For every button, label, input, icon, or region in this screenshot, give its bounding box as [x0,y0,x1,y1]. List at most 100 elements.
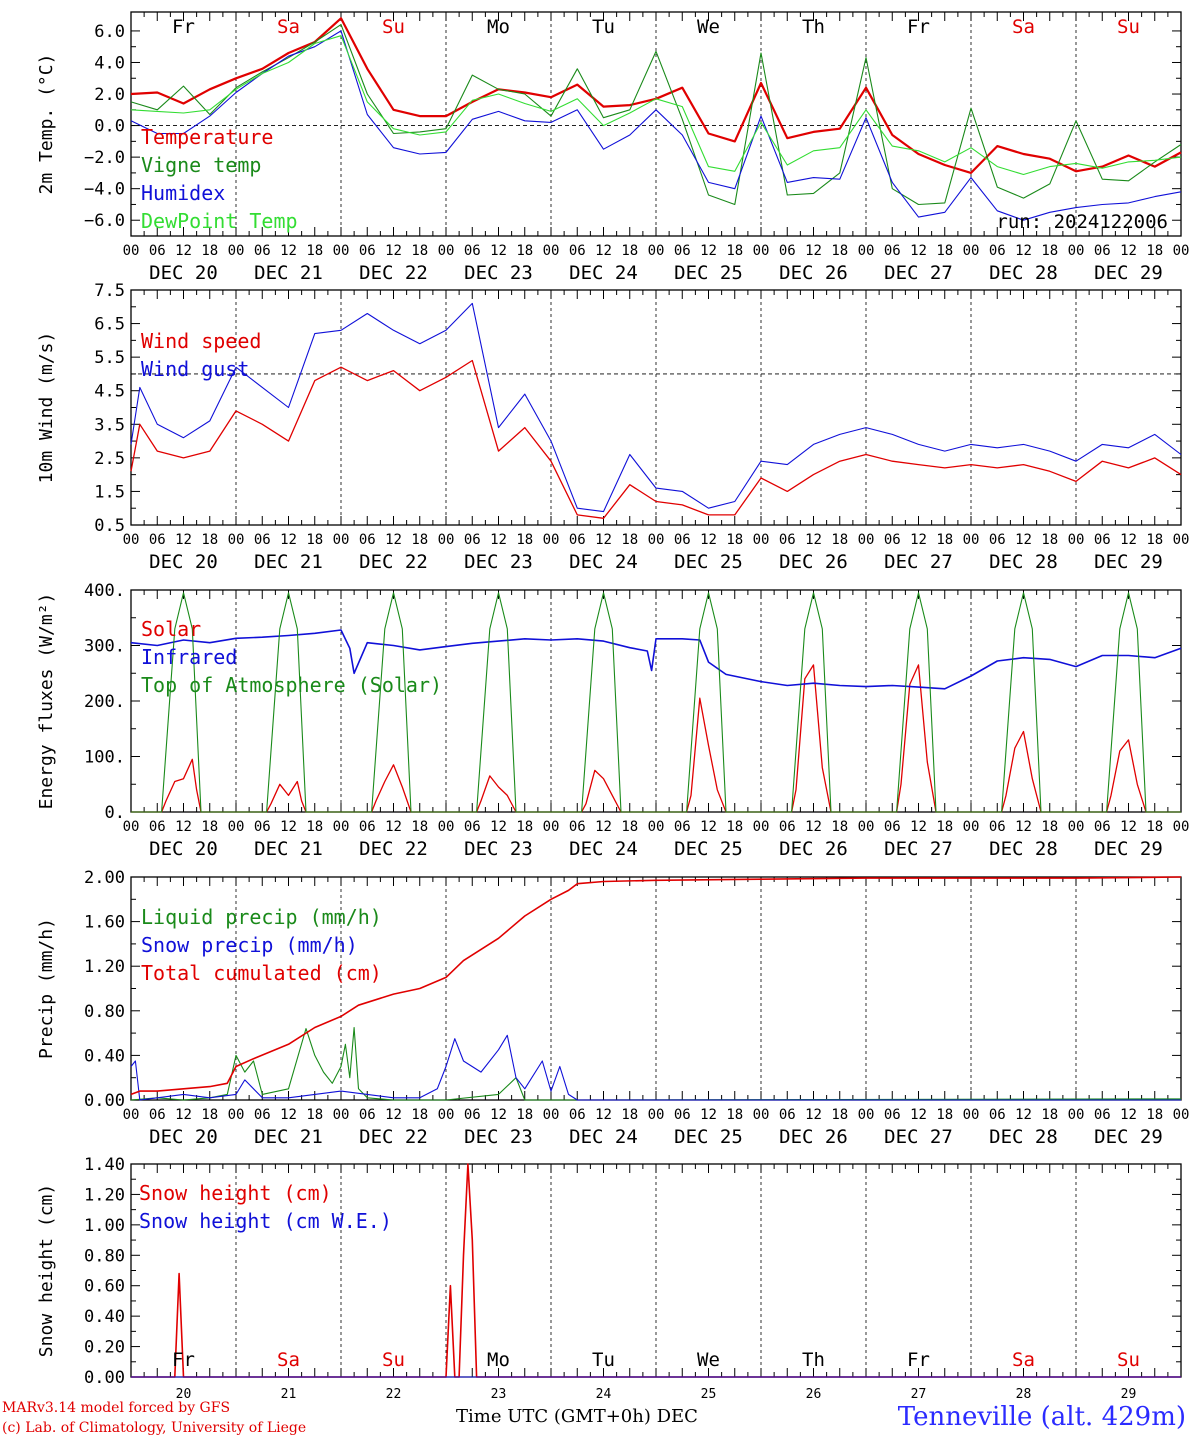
date-label: DEC 29 [1094,262,1163,284]
date-label: DEC 27 [884,551,953,573]
y-tick-label: 100. [84,748,125,768]
hour-tick-label: 12 [595,1107,612,1123]
date-label: DEC 21 [254,551,323,573]
date-label: DEC 27 [884,1126,953,1148]
legend-entry: Snow precip (mm/h) [141,933,358,957]
y-tick-label: 6.0 [94,22,125,42]
y-tick-label: 1.40 [84,1155,125,1175]
legend-entry: Wind speed [141,329,261,353]
hour-tick-label: 00 [123,1107,140,1123]
hour-tick-label: 00 [753,1107,770,1123]
hour-tick-label: 06 [1094,1107,1111,1123]
date-label: DEC 29 [1094,838,1163,860]
day-number: 27 [911,1387,927,1402]
hour-tick-label: 18 [1041,1107,1058,1123]
day-name-top: Fr [172,16,195,38]
hour-tick-label: 06 [779,1107,796,1123]
hour-tick-label: 12 [490,243,507,259]
day-number: 20 [176,1387,192,1402]
hour-tick-label: 06 [989,243,1006,259]
hour-tick-label: 00 [1068,819,1085,835]
legend-entry: DewPoint Temp [141,209,298,233]
hour-tick-label: 18 [411,819,428,835]
hour-tick-label: 00 [333,532,350,548]
hour-tick-label: 06 [989,532,1006,548]
hour-tick-label: 06 [254,819,271,835]
y-tick-label: 0.60 [84,1277,125,1297]
hour-tick-label: 12 [490,1107,507,1123]
hour-tick-label: 18 [831,243,848,259]
hour-tick-label: 06 [1094,532,1111,548]
y-tick-label: 0.40 [84,1046,125,1066]
hour-tick-label: 06 [779,819,796,835]
day-name-bottom: We [697,1349,720,1371]
legend-entry: Solar [141,617,201,641]
date-label: DEC 29 [1094,551,1163,573]
date-label: DEC 20 [149,1126,218,1148]
hour-tick-label: 18 [306,819,323,835]
hour-tick-label: 12 [385,1107,402,1123]
hour-tick-label: 12 [280,1107,297,1123]
date-label: DEC 25 [674,551,743,573]
hour-tick-label: 12 [280,243,297,259]
date-label: DEC 29 [1094,1126,1163,1148]
hour-tick-label: 12 [595,819,612,835]
series-line [130,876,1182,1096]
date-label: DEC 20 [149,838,218,860]
hour-tick-label: 12 [805,819,822,835]
hour-tick-label: 06 [989,1107,1006,1123]
series-line [130,1034,1181,1101]
hour-tick-label: 06 [569,243,586,259]
hour-tick-label: 00 [438,819,455,835]
hour-tick-label: 00 [1068,1107,1085,1123]
date-label: DEC 26 [779,838,848,860]
legend-entry: Humidex [141,181,225,205]
hour-tick-label: 06 [149,819,166,835]
y-tick-label: 0.00 [84,1091,125,1111]
hour-tick-label: 00 [648,532,665,548]
hour-tick-label: 00 [963,1107,980,1123]
hour-tick-label: 12 [910,243,927,259]
hour-tick-label: 18 [621,819,638,835]
hour-tick-label: 18 [1041,819,1058,835]
y-tick-label: 400. [84,581,125,601]
hour-tick-label: 00 [333,243,350,259]
hour-tick-label: 06 [884,1107,901,1123]
hour-tick-label: 12 [385,243,402,259]
series-line [131,664,1181,813]
date-label: DEC 28 [989,262,1058,284]
hour-tick-label: 12 [175,819,192,835]
y-tick-label: 1.60 [84,913,125,933]
hour-tick-label: 18 [1041,243,1058,259]
footer-axis-label: Time UTC (GMT+0h) DEC [456,1406,698,1427]
hour-tick-label: 18 [516,819,533,835]
date-label: DEC 24 [569,1126,638,1148]
hour-tick-label: 18 [726,532,743,548]
hour-tick-label: 12 [385,819,402,835]
series-line [130,35,1182,176]
y-axis-label: Energy fluxes (W/m²) [36,593,57,810]
hour-tick-label: 18 [516,243,533,259]
series-line [130,17,1182,174]
hour-tick-label: 06 [464,1107,481,1123]
hour-tick-label: 06 [569,819,586,835]
panel-snow: 0.00 0.20 0.40 0.60 0.80 1.00 1.20 1.40 Snow hei… [36,1155,1182,1388]
hour-tick-label: 18 [201,1107,218,1123]
day-name-bottom: Mo [487,1349,510,1371]
date-label: DEC 24 [569,262,638,284]
day-name-bottom: Fr [907,1349,930,1371]
hour-tick-label: 12 [1015,819,1032,835]
hour-tick-label: 18 [201,532,218,548]
hour-tick-label: 12 [1120,1107,1137,1123]
series-line [130,629,1182,690]
y-tick-label: 0.00 [84,1368,125,1388]
date-label: DEC 27 [884,838,953,860]
hour-tick-label: 18 [936,1107,953,1123]
hour-tick-label: 12 [700,1107,717,1123]
hour-tick-label: 00 [543,1107,560,1123]
hour-tick-label: 12 [385,532,402,548]
hour-tick-label: 12 [175,243,192,259]
hour-tick-label: 00 [963,243,980,259]
hour-tick-label: 12 [1120,243,1137,259]
